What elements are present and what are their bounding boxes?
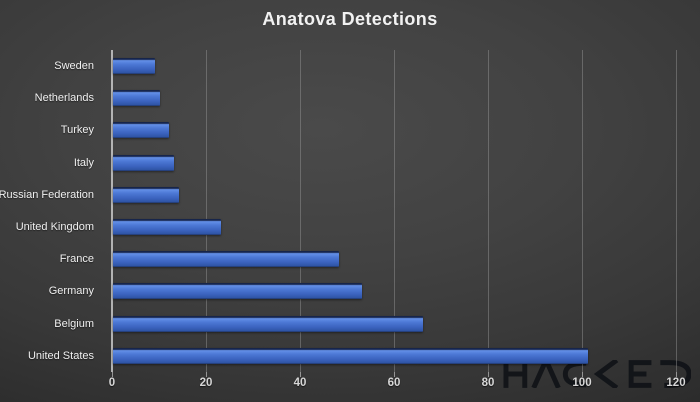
category-label-france: France bbox=[59, 253, 94, 266]
bar-row bbox=[112, 275, 676, 307]
value-axis: 0 20 40 60 80 100 120 bbox=[109, 377, 686, 393]
category-label-turkey: Turkey bbox=[60, 124, 94, 137]
hacked-watermark-glyphs bbox=[503, 360, 691, 388]
bar-united-kingdom bbox=[113, 219, 222, 235]
bar-row bbox=[112, 82, 676, 114]
bar-netherlands bbox=[113, 90, 160, 107]
bar-row bbox=[112, 50, 676, 82]
category-label-united-states: United States bbox=[27, 349, 94, 362]
x-tick-label-60: 60 bbox=[387, 377, 401, 389]
chart-title: Anatova Detections bbox=[262, 9, 438, 29]
category-label-sweden: Sweden bbox=[54, 60, 94, 73]
axis-tick-0 bbox=[112, 372, 113, 377]
gridline-x-80 bbox=[488, 50, 489, 372]
x-tick-label-120: 120 bbox=[666, 377, 686, 389]
bar-row bbox=[112, 114, 676, 146]
bar-row bbox=[112, 340, 676, 372]
axis-tick-60 bbox=[394, 372, 395, 377]
bar-turkey bbox=[113, 122, 170, 139]
plot-area bbox=[111, 50, 677, 377]
bar-row bbox=[112, 179, 676, 211]
gridline-x-40 bbox=[300, 50, 301, 372]
bar-row bbox=[112, 211, 676, 243]
category-label-russian-federation: Russian Federation bbox=[0, 188, 94, 201]
bar-row bbox=[112, 147, 676, 179]
category-label-germany: Germany bbox=[48, 285, 94, 298]
bar-italy bbox=[113, 154, 175, 171]
hacked-watermark bbox=[503, 360, 691, 388]
bar-sweden bbox=[113, 58, 156, 74]
x-tick-label-20: 20 bbox=[199, 377, 213, 389]
gridline-x-120 bbox=[676, 50, 677, 372]
bar-united-states bbox=[113, 347, 588, 364]
x-tick-label-100: 100 bbox=[572, 377, 592, 389]
bar-france bbox=[113, 251, 339, 268]
x-tick-label-80: 80 bbox=[481, 377, 495, 389]
bar-row bbox=[112, 243, 676, 275]
bar-belgium bbox=[113, 315, 424, 332]
axis-tick-120 bbox=[676, 372, 677, 377]
category-label-united-kingdom: United Kingdom bbox=[15, 221, 94, 234]
y-axis-line bbox=[111, 50, 113, 372]
category-label-belgium: Belgium bbox=[54, 317, 94, 330]
axis-tick-20 bbox=[206, 372, 207, 377]
category-axis: Sweden Netherlands Turkey Italy Russian Fede… bbox=[0, 50, 104, 372]
gridline-x-60 bbox=[394, 50, 395, 372]
gridline-x-20 bbox=[206, 50, 207, 372]
axis-tick-100 bbox=[582, 372, 583, 377]
x-tick-label-40: 40 bbox=[293, 377, 307, 389]
gridline-x-100 bbox=[582, 50, 583, 372]
bar-row bbox=[112, 308, 676, 340]
x-tick-label-0: 0 bbox=[108, 377, 116, 389]
bar-germany bbox=[113, 283, 363, 300]
category-label-netherlands: Netherlands bbox=[34, 92, 94, 105]
bar-russian-federation bbox=[113, 186, 179, 203]
category-label-italy: Italy bbox=[73, 156, 94, 169]
axis-tick-40 bbox=[300, 372, 301, 377]
axis-tick-80 bbox=[488, 372, 489, 377]
